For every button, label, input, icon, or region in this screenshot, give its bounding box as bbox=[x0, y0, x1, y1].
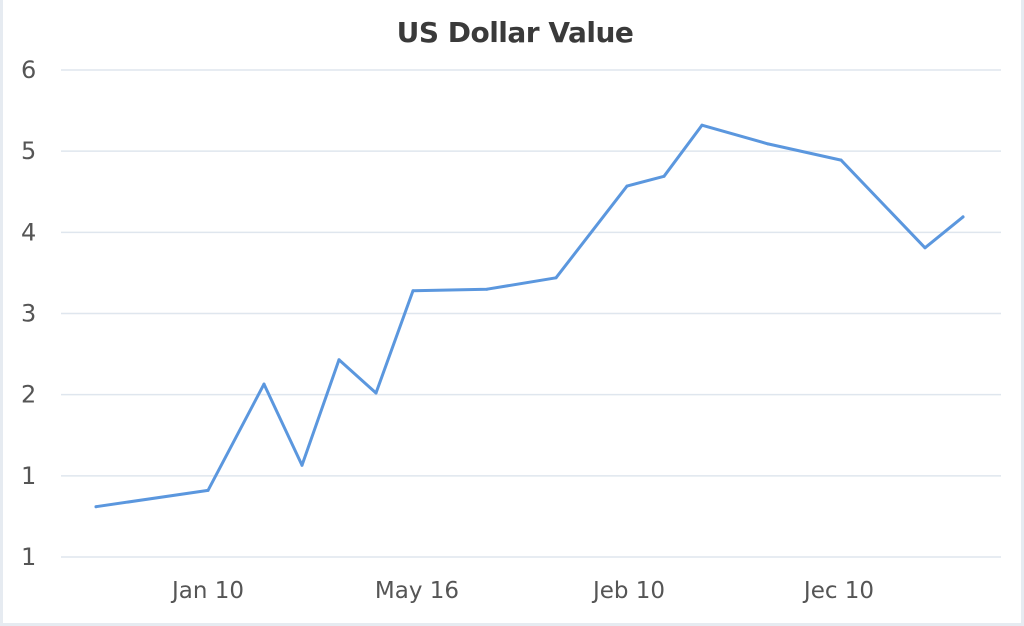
y-tick-label: 2 bbox=[21, 381, 36, 409]
data-point bbox=[662, 174, 666, 178]
y-tick-label: 5 bbox=[21, 137, 36, 165]
y-tick-label: 4 bbox=[21, 218, 36, 246]
data-point bbox=[923, 246, 927, 250]
data-point bbox=[94, 505, 98, 509]
x-tick-label: May 16 bbox=[375, 578, 459, 604]
y-tick-label: 3 bbox=[21, 300, 36, 328]
data-point bbox=[206, 488, 210, 492]
chart-title: US Dollar Value bbox=[396, 16, 634, 49]
y-tick-label: 1 bbox=[21, 462, 36, 490]
data-point bbox=[625, 184, 629, 188]
data-point bbox=[262, 382, 266, 386]
data-point bbox=[700, 123, 704, 127]
y-tick-label: 6 bbox=[21, 56, 36, 84]
x-tick-label: Jec 10 bbox=[802, 578, 874, 604]
data-point bbox=[485, 287, 489, 291]
data-point bbox=[839, 158, 843, 162]
data-point bbox=[374, 391, 378, 395]
data-point bbox=[554, 276, 558, 280]
data-point bbox=[337, 358, 341, 362]
data-point bbox=[300, 463, 304, 467]
x-tick-label: Jan 10 bbox=[170, 578, 244, 604]
x-tick-label: Jeb 10 bbox=[591, 578, 665, 604]
data-point bbox=[766, 142, 770, 146]
data-point bbox=[961, 215, 965, 219]
line-chart: 1 1 2 3 4 5 6 Jan 10 May 16 Jeb 10 Jec 10 bbox=[21, 56, 1001, 604]
y-tick-label: 1 bbox=[21, 543, 36, 571]
data-point bbox=[411, 289, 415, 293]
series-line bbox=[94, 123, 965, 509]
